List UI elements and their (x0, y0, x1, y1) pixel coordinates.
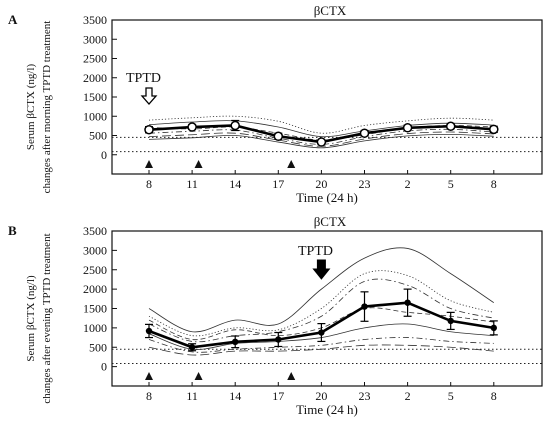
y-axis-label: changes after evening TPTD treatment (41, 233, 53, 403)
x-tick-label: 5 (448, 177, 454, 191)
mean-point (445, 121, 456, 132)
individual-series-line (148, 120, 494, 138)
dose-triangle-marker (287, 160, 296, 168)
mean-point (316, 137, 327, 147)
x-tick-label: 11 (186, 177, 198, 191)
dose-triangle-marker (145, 372, 153, 380)
x-tick-label: 20 (315, 389, 327, 403)
chart-title: βCTX (314, 214, 347, 229)
individual-series-line (148, 128, 494, 145)
individual-series-line (148, 344, 494, 356)
dose-triangle-marker (287, 372, 296, 380)
tptd-annotation: TPTD (298, 244, 333, 259)
mean-point (145, 327, 153, 335)
x-tick-label: 2 (405, 177, 411, 191)
mean-point (275, 336, 282, 343)
chart-title: βCTX (314, 3, 347, 18)
y-tick-label: 2000 (83, 282, 107, 296)
y-tick-label: 1000 (83, 321, 107, 335)
mean-point (318, 329, 325, 336)
x-tick-label: 2 (405, 389, 411, 403)
x-tick-label: 8 (491, 177, 497, 191)
y-tick-label: 2500 (83, 263, 107, 277)
mean-point (402, 123, 413, 133)
mean-point (232, 338, 239, 346)
individual-series-line (148, 337, 494, 353)
x-tick-label: 14 (229, 177, 241, 191)
x-tick-label: 17 (272, 389, 284, 403)
mean-point (188, 344, 196, 351)
x-tick-label: 17 (272, 177, 284, 191)
y-tick-label: 500 (89, 340, 107, 354)
x-tick-label: 11 (186, 389, 198, 403)
mean-point (144, 124, 154, 135)
mean-point (359, 128, 370, 138)
x-tick-label: 20 (315, 177, 327, 191)
y-tick-label: 2500 (83, 52, 107, 66)
y-axis-label: Serum βCTX (ng/l) (25, 275, 37, 362)
y-tick-label: 3000 (83, 32, 107, 46)
mean-point (230, 120, 240, 131)
individual-series-line (148, 115, 494, 134)
y-tick-label: 0 (101, 360, 107, 374)
mean-point (490, 324, 497, 332)
individual-series-line (148, 247, 495, 333)
x-tick-label: 14 (229, 389, 241, 403)
mean-point (273, 131, 284, 142)
mean-point (187, 122, 197, 132)
panel-label: B (8, 223, 17, 238)
x-axis-label: Time (24 h) (296, 190, 358, 205)
plot-frame (111, 19, 543, 175)
panel-label: A (8, 12, 18, 27)
tptd-annotation: TPTD (126, 71, 161, 86)
y-axis-label: changes after morning TPTD treatment (41, 21, 53, 194)
y-tick-label: 1500 (83, 90, 107, 104)
y-tick-label: 1000 (83, 109, 107, 123)
tptd-arrow-icon (312, 259, 331, 280)
mean-point (361, 303, 368, 310)
y-tick-label: 3000 (83, 243, 107, 257)
dose-triangle-marker (145, 160, 153, 168)
x-tick-label: 8 (146, 389, 152, 403)
individual-series-line (148, 133, 494, 149)
y-tick-label: 1500 (83, 302, 107, 316)
y-axis-label: Serum βCTX (ng/l) (25, 64, 37, 151)
mean-point (489, 124, 499, 135)
x-axis-label: Time (24 h) (296, 402, 358, 417)
x-tick-label: 23 (359, 389, 371, 403)
mean-point (404, 299, 411, 306)
y-tick-label: 2000 (83, 71, 107, 85)
y-tick-label: 3500 (83, 13, 107, 27)
tptd-arrow-icon (140, 87, 158, 105)
x-tick-label: 8 (146, 177, 152, 191)
individual-series-line (148, 278, 494, 343)
y-tick-label: 0 (101, 148, 107, 162)
y-tick-label: 500 (89, 129, 107, 143)
dose-triangle-marker (194, 372, 203, 380)
individual-series-line (148, 270, 494, 337)
x-tick-label: 5 (448, 389, 454, 403)
x-tick-label: 8 (491, 389, 497, 403)
x-tick-label: 23 (359, 177, 371, 191)
dose-triangle-marker (194, 160, 203, 168)
y-tick-label: 3500 (83, 224, 107, 238)
mean-point (447, 317, 454, 325)
